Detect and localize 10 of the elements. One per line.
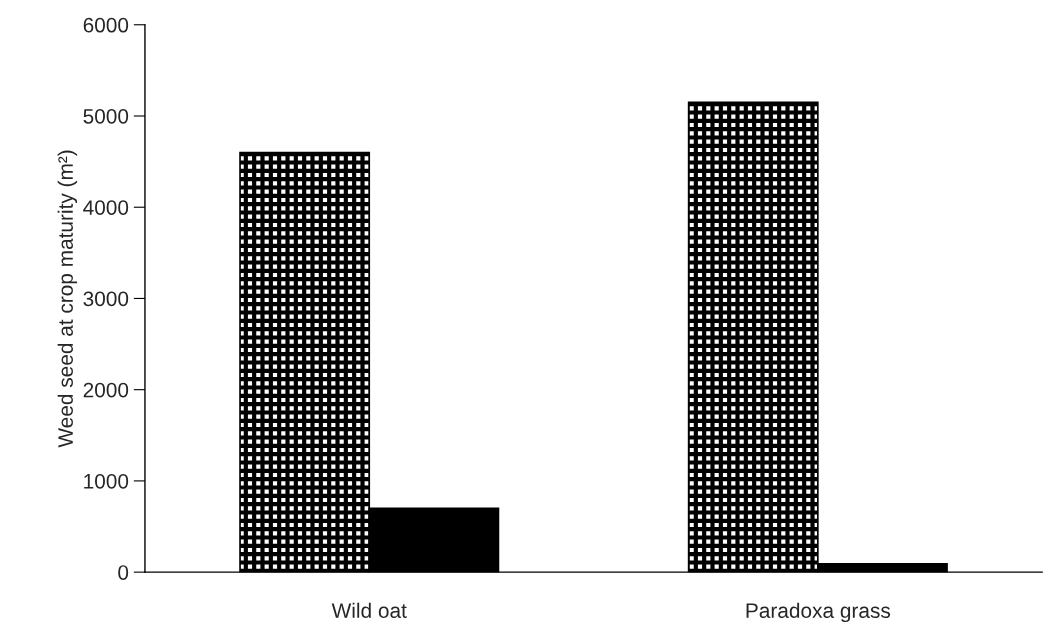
x-tick-label: Wild oat [331,602,407,618]
y-tick-label: 3000 [83,291,129,307]
y-tick-label: 2000 [83,382,129,398]
y-tick-label: 5000 [83,108,129,124]
x-tick-label: Paradoxa grass [746,602,891,623]
y-tick-label: 0 [118,565,129,580]
y-axis-title: Weed seed at crop maturity (m²) [57,150,78,448]
y-tick-label: 4000 [83,200,129,215]
y-tick-label: 1000 [84,473,129,489]
y-tick-label: 6000 [83,17,129,33]
